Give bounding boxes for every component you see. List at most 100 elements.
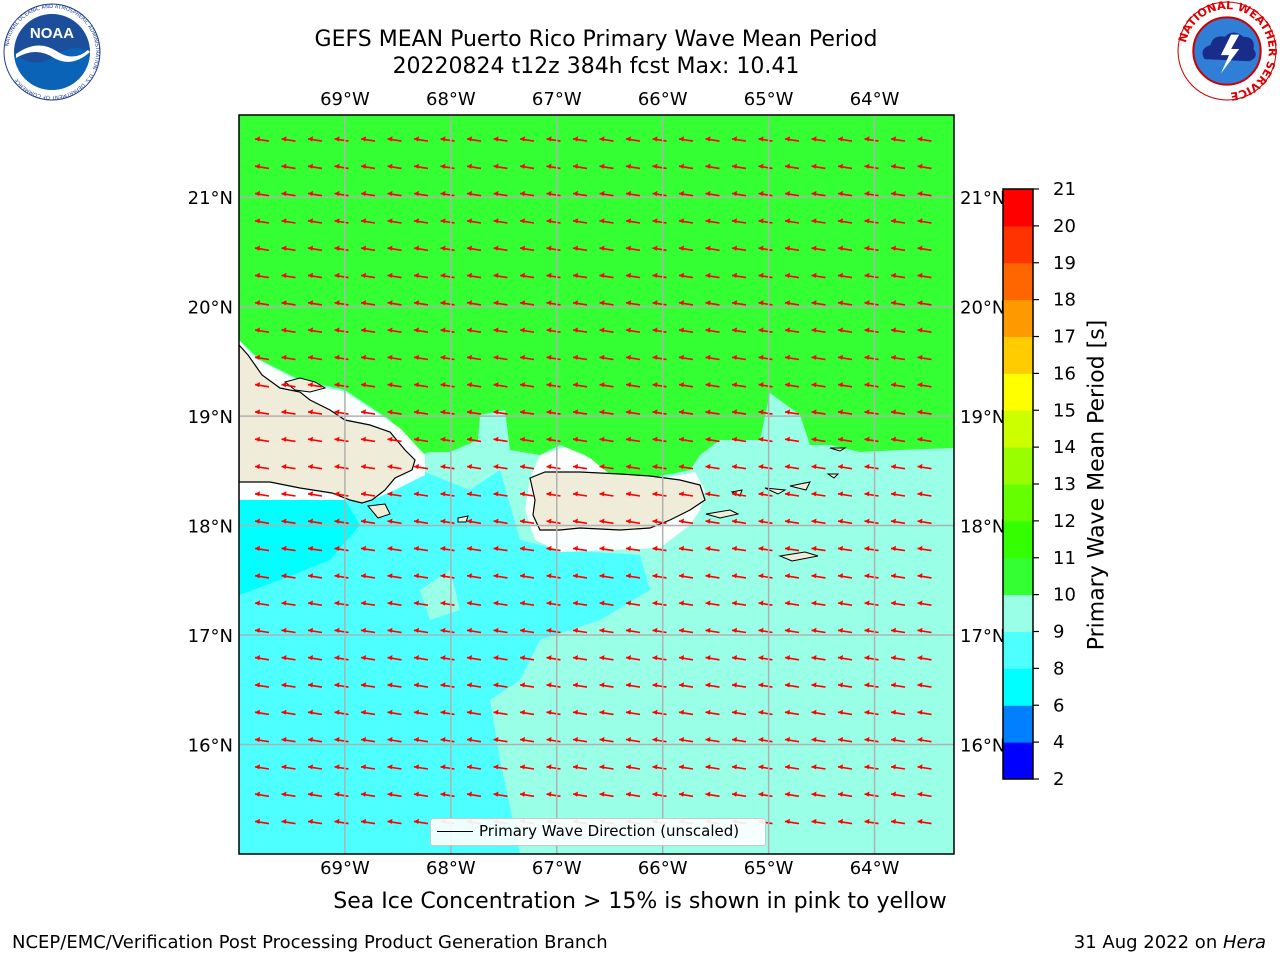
wave-arrow <box>519 791 535 798</box>
wave-arrow <box>599 190 614 197</box>
wave-arrow <box>837 382 853 388</box>
wave-arrow <box>811 736 826 743</box>
wave-arrow <box>387 300 402 306</box>
wave-arrow <box>413 136 429 142</box>
wave-arrow <box>413 600 429 606</box>
wave-arrow <box>599 545 614 552</box>
wave-arrow <box>917 545 932 552</box>
wave-arrow <box>678 463 694 470</box>
wave-arrow <box>440 136 455 142</box>
chart-subtitle: 20220824 t12z 384h fcst Max: 10.41 <box>392 54 800 79</box>
wave-arrow <box>254 627 270 634</box>
wave-arrow <box>625 545 641 552</box>
wave-arrow <box>493 573 508 579</box>
colorbar-tick-label: 20 <box>1053 216 1076 237</box>
lon-label-bottom: 69°W <box>320 858 370 879</box>
wave-arrow <box>705 545 720 552</box>
wave-arrow <box>466 190 482 197</box>
wave-arrow <box>705 600 720 606</box>
wave-arrow <box>625 436 641 443</box>
wave-arrow <box>917 518 932 525</box>
wave-arrow <box>440 436 455 443</box>
wave-arrow <box>811 382 826 388</box>
wave-arrow <box>519 272 535 279</box>
wave-arrow <box>334 190 349 197</box>
lat-label-right: 20°N <box>960 298 1005 319</box>
wave-arrow <box>572 491 588 497</box>
wave-arrow <box>334 518 349 525</box>
wave-arrow <box>360 327 376 333</box>
lat-label-left: 20°N <box>188 298 233 319</box>
wave-arrow <box>519 709 535 716</box>
wave-arrow <box>519 354 535 361</box>
wave-arrow <box>678 272 694 279</box>
wave-arrow <box>917 573 932 579</box>
colorbar-swatch <box>1003 594 1033 632</box>
wave-arrow <box>678 545 694 552</box>
colorbar-tick-label: 19 <box>1053 253 1076 274</box>
wave-arrow <box>678 491 694 497</box>
wave-arrow <box>705 327 720 333</box>
wave-arrow <box>360 245 376 252</box>
wave-arrow <box>678 245 694 252</box>
wave-arrow <box>334 163 349 170</box>
wave-arrow <box>466 655 482 661</box>
wave-arrow <box>281 655 296 661</box>
wave-arrow <box>387 245 402 252</box>
wave-arrow <box>546 573 561 579</box>
wave-arrow <box>519 463 535 470</box>
wave-arrow <box>519 600 535 606</box>
wave-arrow <box>864 655 879 661</box>
wave-arrow <box>572 682 588 688</box>
wave-arrow <box>625 791 641 798</box>
wave-arrow <box>864 709 879 716</box>
wave-arrow <box>811 409 826 415</box>
wave-arrow <box>731 245 747 252</box>
wave-arrow <box>731 327 747 333</box>
wave-arrow <box>811 791 826 798</box>
wave-arrow <box>387 573 402 579</box>
wave-arrow <box>917 491 932 497</box>
wave-arrow <box>413 655 429 661</box>
map-frame <box>238 114 955 855</box>
wave-arrow <box>334 272 349 279</box>
wave-arrow <box>625 709 641 716</box>
wave-arrow <box>890 382 906 388</box>
wave-arrow <box>413 791 429 798</box>
wave-arrow <box>466 300 482 306</box>
wave-arrow <box>758 600 773 606</box>
wave-arrow <box>281 436 296 443</box>
wave-arrow <box>493 272 508 279</box>
wave-arrow <box>519 136 535 142</box>
wave-arrow <box>546 354 561 361</box>
wave-arrow <box>546 136 561 142</box>
wave-arrow <box>360 709 376 716</box>
wave-arrow <box>890 163 906 170</box>
wave-arrow <box>890 736 906 743</box>
wave-arrow <box>281 163 296 170</box>
wave-arrow <box>705 682 720 688</box>
wave-arrow <box>864 518 879 525</box>
wave-arrow <box>387 545 402 552</box>
wave-arrow <box>519 382 535 388</box>
wave-arrow <box>519 627 535 634</box>
wave-arrow <box>413 518 429 525</box>
wave-arrow <box>387 600 402 606</box>
wave-arrow <box>307 436 323 443</box>
wave-arrow <box>625 518 641 525</box>
wave-arrow <box>413 218 429 224</box>
wave-arrow <box>837 600 853 606</box>
wave-arrow <box>678 409 694 415</box>
hispaniola-land <box>239 344 416 504</box>
colorbar-swatch <box>1003 631 1033 669</box>
wave-arrow <box>572 190 588 197</box>
wave-arrow <box>387 463 402 470</box>
wave-arrow <box>731 136 747 142</box>
wave-arrow <box>360 600 376 606</box>
wave-arrow <box>546 163 561 170</box>
wave-arrow <box>599 218 614 224</box>
wave-arrow <box>307 518 323 525</box>
wave-arrow <box>493 190 508 197</box>
wave-arrow <box>307 245 323 252</box>
wave-arrow <box>413 627 429 634</box>
